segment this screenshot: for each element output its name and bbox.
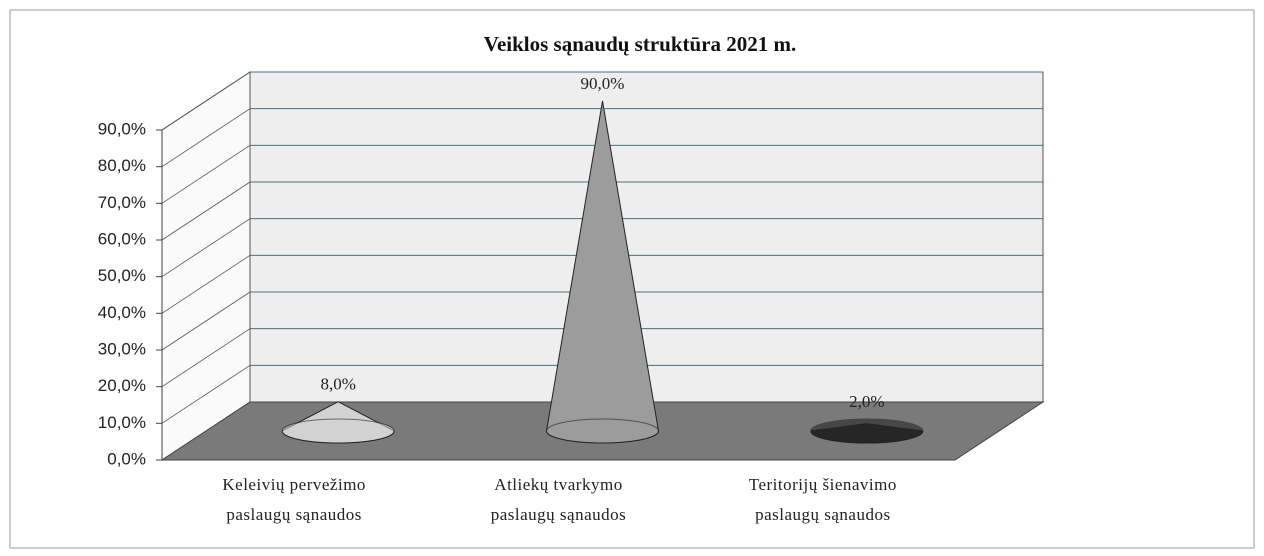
grid-line bbox=[161, 364, 251, 424]
grid-line bbox=[161, 71, 251, 131]
y-tick-label: 0,0% bbox=[107, 449, 146, 468]
grid-line bbox=[161, 108, 251, 168]
x-tick-label: Atliekų tvarkymo paslaugų sąnaudos bbox=[490, 475, 627, 524]
cone-base bbox=[281, 418, 395, 444]
y-tick-label: 70,0% bbox=[98, 193, 146, 212]
cone bbox=[281, 401, 395, 444]
grid-line bbox=[161, 291, 251, 351]
x-tick-label: Teritorijų šienavimo paslaugų sąnaudos bbox=[748, 475, 897, 524]
value-label: 2,0% bbox=[849, 392, 884, 411]
grid-line bbox=[161, 254, 251, 314]
cone bbox=[545, 100, 660, 444]
grid-line bbox=[161, 181, 251, 241]
back-wall bbox=[249, 71, 1044, 403]
y-tick-label: 90,0% bbox=[98, 119, 146, 138]
y-tick-label: 60,0% bbox=[98, 229, 146, 248]
value-label: 8,0% bbox=[320, 375, 355, 394]
y-tick-label: 10,0% bbox=[98, 413, 146, 432]
cone bbox=[810, 418, 924, 444]
y-tick-label: 30,0% bbox=[98, 339, 146, 358]
cone-base bbox=[810, 418, 924, 444]
y-tick-label: 20,0% bbox=[98, 376, 146, 395]
side-wall bbox=[161, 71, 251, 461]
cone-base bbox=[546, 418, 659, 444]
grid-line bbox=[161, 328, 251, 388]
grid-line bbox=[161, 218, 251, 278]
chart-title: Veiklos sąnaudų struktūra 2021 m. bbox=[484, 32, 797, 56]
value-label: 90,0% bbox=[581, 74, 625, 93]
y-tick-label: 50,0% bbox=[98, 266, 146, 285]
y-tick-label: 80,0% bbox=[98, 156, 146, 175]
y-tick-label: 40,0% bbox=[98, 303, 146, 322]
grid-line bbox=[161, 144, 251, 204]
x-tick-label: Keleivių pervežimo paslaugų sąnaudos bbox=[222, 475, 366, 524]
